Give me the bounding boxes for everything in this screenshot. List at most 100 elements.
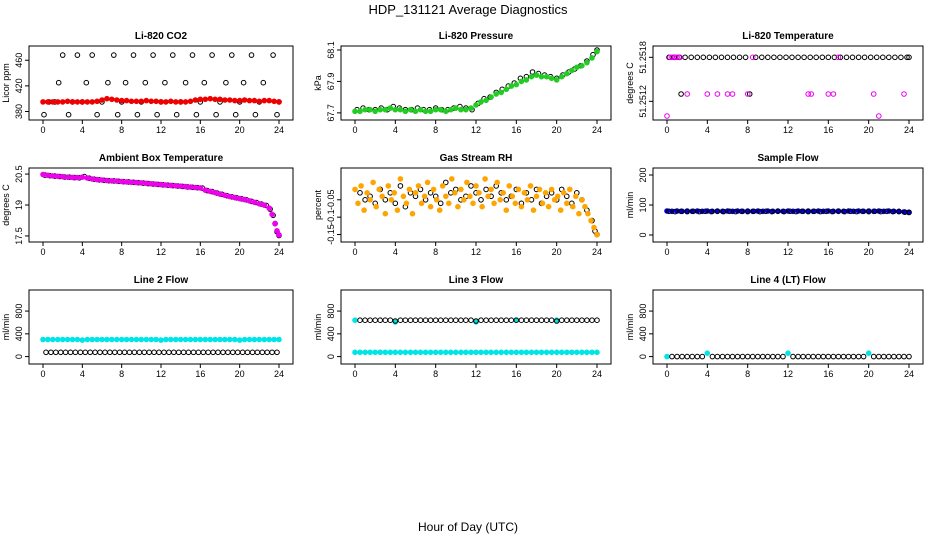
data-point: [362, 349, 368, 356]
data-point: [564, 193, 570, 200]
data-point: [473, 318, 479, 324]
data-point: [362, 106, 368, 113]
data-point: [800, 353, 806, 360]
data-point: [236, 195, 243, 202]
x-tick-label: 12: [156, 247, 166, 257]
x-tick-label: 16: [511, 125, 521, 135]
data-point: [724, 353, 731, 360]
y-tick-label: 420: [14, 78, 24, 93]
data-point: [141, 349, 148, 356]
data-point: [837, 54, 844, 61]
x-tick-label: 20: [864, 369, 874, 379]
data-point: [446, 200, 452, 207]
data-point: [116, 349, 123, 356]
data-point: [118, 336, 125, 343]
data-point: [138, 180, 145, 186]
data-point: [402, 108, 409, 115]
data-point: [696, 208, 703, 215]
data-point: [182, 336, 189, 343]
data-point: [217, 336, 223, 343]
data-point: [545, 203, 552, 210]
data-point: [433, 197, 440, 203]
data-point: [478, 317, 484, 324]
data-point: [111, 52, 117, 58]
x-tick-label: 16: [823, 125, 833, 135]
y-axis-label: ml/min: [313, 314, 323, 341]
data-point: [153, 181, 159, 187]
x-tick-label: 24: [904, 125, 914, 135]
data-point: [470, 200, 476, 207]
data-point: [128, 336, 135, 343]
data-point: [217, 96, 223, 103]
data-point: [55, 99, 61, 105]
data-point: [59, 99, 66, 105]
data-point: [158, 337, 164, 343]
y-axis-label: kPa: [313, 75, 323, 91]
data-point: [143, 180, 150, 187]
data-point: [168, 98, 174, 105]
data-point: [361, 207, 367, 213]
data-point: [432, 349, 439, 356]
data-point: [251, 97, 258, 104]
data-point: [576, 210, 582, 217]
data-point: [739, 353, 746, 360]
data-point: [67, 349, 74, 356]
data-point: [241, 336, 248, 343]
data-point: [65, 111, 72, 118]
data-point: [192, 336, 199, 343]
data-point: [498, 317, 505, 324]
data-point: [417, 349, 424, 356]
data-point: [538, 349, 545, 356]
data-point: [478, 99, 484, 105]
data-point: [382, 197, 389, 203]
data-point: [84, 99, 91, 105]
data-point: [548, 349, 555, 356]
y-tick-label: 100: [638, 197, 648, 212]
y-tick-label: 400: [638, 326, 648, 341]
data-point: [533, 349, 540, 356]
data-point: [161, 349, 167, 356]
data-point: [45, 172, 51, 179]
data-point: [674, 353, 680, 360]
data-point: [458, 349, 464, 356]
x-tick-label: 0: [40, 369, 45, 379]
data-point: [553, 349, 560, 356]
data-point: [865, 350, 872, 357]
data-point: [448, 349, 454, 356]
data-point: [422, 317, 429, 324]
data-point: [795, 54, 801, 61]
data-point: [195, 349, 202, 356]
data-point: [254, 349, 261, 356]
data-point: [694, 54, 701, 61]
data-point: [591, 224, 597, 231]
x-tick-label: 0: [352, 369, 357, 379]
data-point: [197, 96, 204, 103]
panel-6: Sample Flow ml/min 0 4 8 12 16 20 24 0 100 200: [625, 153, 924, 257]
data-point: [109, 336, 115, 343]
data-point: [202, 336, 209, 343]
data-point: [79, 337, 86, 343]
series-average: [41, 52, 282, 118]
data-point: [738, 208, 745, 215]
data-point: [823, 208, 830, 215]
data-point: [452, 190, 458, 196]
x-axis-label: Hour of Day (UTC): [418, 520, 518, 534]
data-point: [197, 185, 204, 191]
data-point: [523, 349, 530, 356]
data-point: [830, 91, 837, 97]
data-point: [133, 98, 140, 105]
data-point: [170, 52, 176, 58]
data-point: [780, 353, 786, 360]
data-point: [512, 200, 519, 207]
data-point: [187, 336, 194, 343]
data-point: [84, 175, 91, 181]
data-point: [819, 54, 826, 61]
x-tick-label: 0: [352, 125, 357, 135]
data-point: [461, 197, 467, 203]
data-point: [210, 349, 216, 356]
y-tick-label: 67.7: [326, 104, 336, 122]
data-point: [690, 208, 697, 215]
x-tick-label: 4: [393, 125, 398, 135]
data-point: [815, 353, 822, 360]
